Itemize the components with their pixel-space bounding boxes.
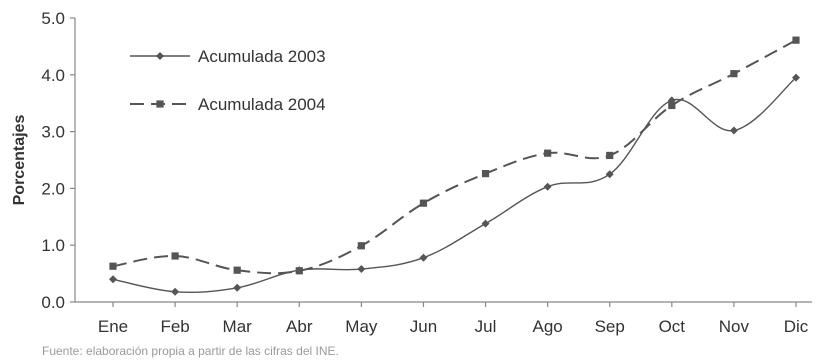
data-point xyxy=(605,170,614,179)
data-point xyxy=(792,73,800,82)
data-point xyxy=(295,267,303,275)
data-point xyxy=(543,182,552,191)
series-line xyxy=(112,39,797,275)
data-point xyxy=(606,151,614,160)
data-point xyxy=(357,242,365,250)
y-ticks: 0.0 1.0 2.0 3.0 4.0 5.0 xyxy=(41,9,75,312)
data-point xyxy=(109,262,117,270)
x-tick-label: Jul xyxy=(475,317,497,336)
legend-item: Acumulada 2004 xyxy=(130,95,326,114)
x-tick-label: Nov xyxy=(719,317,750,336)
x-tick-label: Ene xyxy=(98,317,128,336)
x-tick-label: Sep xyxy=(595,317,625,336)
x-tick-label: May xyxy=(345,317,378,336)
y-tick-label: 4.0 xyxy=(41,66,65,85)
x-tick-label: Dic xyxy=(784,317,809,336)
series-2 xyxy=(109,36,800,275)
x-tick-label: Oct xyxy=(659,317,686,336)
x-tick-label: Mar xyxy=(223,317,253,336)
data-point xyxy=(729,126,738,135)
legend-item: Acumulada 2003 xyxy=(130,47,326,66)
x-tick-label: Jun xyxy=(410,317,437,336)
y-tick-label: 3.0 xyxy=(41,123,65,142)
data-point xyxy=(419,199,428,207)
series-1 xyxy=(109,73,800,296)
source-note: Fuente: elaboración propia a partir de l… xyxy=(42,344,339,358)
x-tick-label: Feb xyxy=(160,317,189,336)
data-point xyxy=(171,252,179,260)
data-point xyxy=(481,170,490,178)
x-tick-label: Abr xyxy=(286,317,313,336)
legend-label: Acumulada 2004 xyxy=(198,95,326,114)
y-tick-label: 1.0 xyxy=(41,236,65,255)
data-point xyxy=(481,219,490,228)
y-tick-label: 2.0 xyxy=(41,179,65,198)
x-ticks: Ene Feb Mar Abr May Jun Jul Ago Sep Oct Nov Dic xyxy=(98,302,809,336)
legend-marker xyxy=(156,100,164,108)
legend-marker xyxy=(156,52,164,60)
data-point xyxy=(419,253,428,262)
legend: Acumulada 2003 Acumulada 2004 xyxy=(130,47,326,114)
data-point xyxy=(357,265,366,274)
y-tick-label: 0.0 xyxy=(41,293,65,312)
legend-label: Acumulada 2003 xyxy=(198,47,326,66)
series-group xyxy=(109,36,800,296)
data-point xyxy=(792,36,800,44)
data-point xyxy=(233,283,242,292)
data-point xyxy=(171,287,180,296)
data-point xyxy=(730,70,738,78)
data-point xyxy=(668,101,676,110)
x-tick-label: Ago xyxy=(533,317,563,336)
data-point xyxy=(233,266,241,274)
y-tick-label: 5.0 xyxy=(41,9,65,28)
y-axis-label: Porcentajes xyxy=(11,115,28,206)
data-point xyxy=(544,149,552,157)
data-point xyxy=(109,275,117,284)
